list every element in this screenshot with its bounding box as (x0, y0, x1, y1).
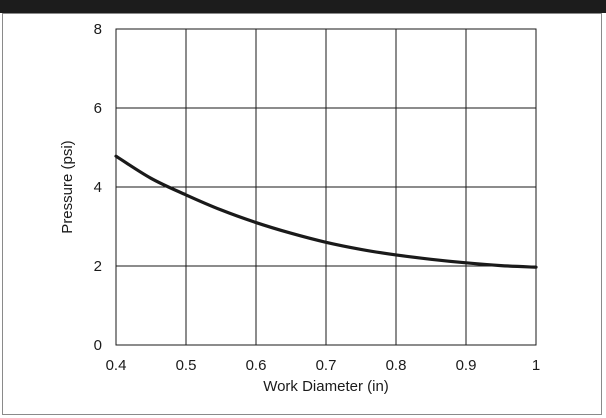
y-tick-labels: 0 2 4 6 8 (94, 21, 102, 354)
x-tick-label: 0.4 (106, 357, 127, 374)
pressure-curve (114, 154, 538, 269)
x-tick-label: 1 (532, 357, 540, 374)
y-tick-label: 0 (94, 337, 102, 354)
x-axis-title: Work Diameter (in) (263, 378, 389, 395)
x-tick-label: 0.8 (386, 357, 407, 374)
series-group (114, 154, 538, 269)
x-tick-label: 0.6 (246, 357, 267, 374)
chart-frame (2, 13, 602, 415)
y-tick-label: 6 (94, 100, 102, 117)
y-tick-label: 4 (94, 179, 102, 196)
plot-border (115, 28, 537, 346)
x-tick-label: 0.9 (456, 357, 477, 374)
top-bar (0, 0, 606, 13)
x-tick-labels: 0.4 0.5 0.6 0.7 0.8 0.9 1 (106, 357, 541, 374)
x-tick-label: 0.7 (316, 357, 337, 374)
y-tick-label: 2 (94, 258, 102, 275)
y-tick-label: 8 (94, 21, 102, 38)
grid-lines (115, 28, 537, 346)
x-tick-label: 0.5 (176, 357, 197, 374)
y-axis-title: Pressure (psi) (59, 140, 76, 233)
